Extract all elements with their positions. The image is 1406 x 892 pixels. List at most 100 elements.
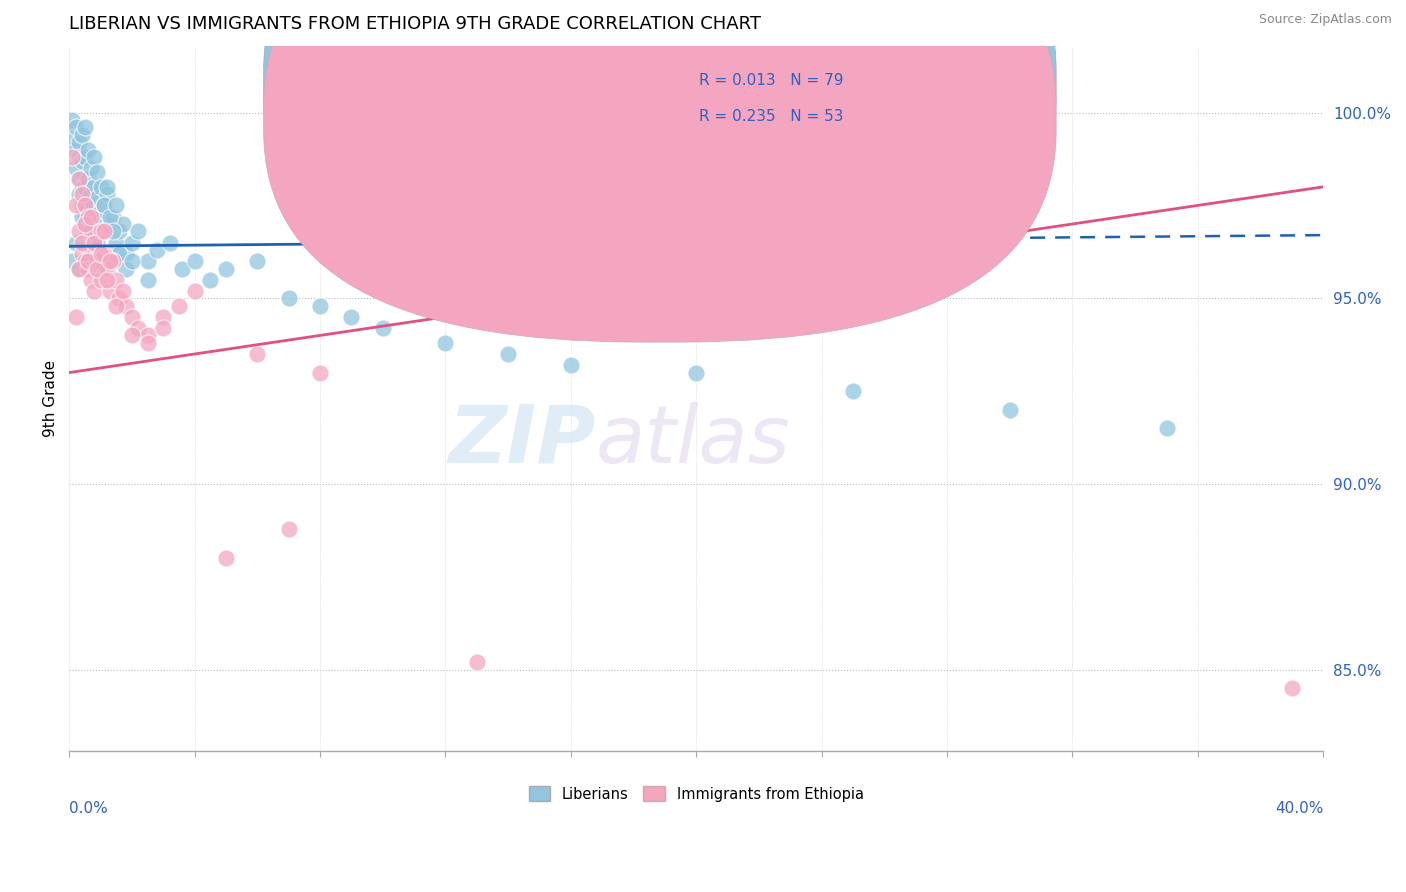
Point <box>70 153 93 168</box>
Point <box>90 246 112 260</box>
Point <box>685 366 707 380</box>
Point <box>77 254 100 268</box>
Point <box>83 217 105 231</box>
Text: R = 0.013   N = 79: R = 0.013 N = 79 <box>699 73 844 88</box>
Point <box>136 335 159 350</box>
Point <box>215 551 238 566</box>
Legend: Liberians, Immigrants from Ethiopia: Liberians, Immigrants from Ethiopia <box>523 780 870 808</box>
FancyBboxPatch shape <box>263 0 1056 307</box>
Text: 40.0%: 40.0% <box>1275 801 1323 816</box>
Point <box>108 291 131 305</box>
Point <box>111 217 134 231</box>
Point <box>96 261 118 276</box>
Point <box>83 150 105 164</box>
Point <box>73 198 96 212</box>
Point <box>309 366 332 380</box>
Point <box>67 261 90 276</box>
Point <box>98 254 121 268</box>
Point <box>96 187 118 202</box>
Point <box>167 299 190 313</box>
Point <box>309 299 332 313</box>
Point <box>842 384 865 399</box>
Text: Source: ZipAtlas.com: Source: ZipAtlas.com <box>1258 13 1392 27</box>
Point <box>70 210 93 224</box>
Point <box>121 235 143 250</box>
Point <box>496 347 519 361</box>
Point <box>90 273 112 287</box>
Point <box>73 210 96 224</box>
Point <box>114 299 136 313</box>
Point <box>183 284 205 298</box>
Point <box>105 273 128 287</box>
Point <box>65 235 87 250</box>
Point <box>340 310 363 324</box>
Point <box>371 321 394 335</box>
Point <box>73 120 96 135</box>
Point <box>83 235 105 250</box>
Point <box>65 143 87 157</box>
Point <box>65 198 87 212</box>
Point <box>77 210 100 224</box>
Point <box>70 179 93 194</box>
Point <box>101 210 124 224</box>
Point <box>560 358 582 372</box>
Point <box>93 198 115 212</box>
Point <box>60 150 83 164</box>
Text: LIBERIAN VS IMMIGRANTS FROM ETHIOPIA 9TH GRADE CORRELATION CHART: LIBERIAN VS IMMIGRANTS FROM ETHIOPIA 9TH… <box>69 15 761 33</box>
Point <box>98 284 121 298</box>
Point <box>73 217 96 231</box>
Point <box>93 198 115 212</box>
Point <box>105 235 128 250</box>
Point <box>105 198 128 212</box>
Point <box>80 187 103 202</box>
Point <box>83 206 105 220</box>
Point <box>136 328 159 343</box>
Point <box>152 321 174 335</box>
Point <box>65 120 87 135</box>
Point <box>101 224 124 238</box>
Point <box>1281 681 1303 696</box>
Point <box>183 254 205 268</box>
Text: atlas: atlas <box>596 402 790 480</box>
Point <box>70 128 93 142</box>
Point <box>90 179 112 194</box>
Point <box>67 172 90 186</box>
Point <box>83 179 105 194</box>
Point <box>86 261 108 276</box>
Point <box>77 261 100 276</box>
Point <box>121 310 143 324</box>
Point <box>83 235 105 250</box>
Point <box>86 165 108 179</box>
Point <box>77 143 100 157</box>
Point <box>127 321 149 335</box>
Point <box>277 522 299 536</box>
Point <box>136 254 159 268</box>
Point <box>434 335 457 350</box>
Point <box>67 261 90 276</box>
Point <box>465 656 488 670</box>
Point <box>114 261 136 276</box>
Point <box>73 150 96 164</box>
Point <box>111 284 134 298</box>
Point <box>80 224 103 238</box>
Point <box>70 187 93 202</box>
Point <box>77 172 100 186</box>
Point <box>105 299 128 313</box>
Point <box>93 224 115 238</box>
Point <box>96 179 118 194</box>
Point <box>93 246 115 260</box>
Point <box>70 198 93 212</box>
Point <box>77 224 100 238</box>
Point <box>70 235 93 250</box>
Point <box>80 210 103 224</box>
Point <box>60 112 83 127</box>
Point <box>215 261 238 276</box>
Text: 0.0%: 0.0% <box>69 801 108 816</box>
Point <box>998 402 1021 417</box>
Point <box>200 273 222 287</box>
Point <box>67 172 90 186</box>
Point <box>86 191 108 205</box>
Point <box>277 291 299 305</box>
Point <box>86 254 108 268</box>
Point <box>159 235 181 250</box>
